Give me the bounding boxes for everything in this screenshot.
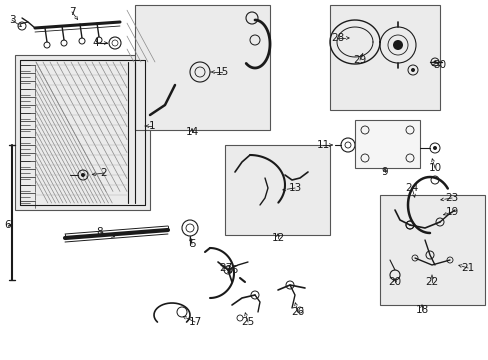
Text: 13: 13 [288,183,301,193]
Circle shape [432,146,436,150]
Text: 4: 4 [93,38,99,48]
Text: 20: 20 [387,277,401,287]
Text: 15: 15 [215,67,228,77]
Circle shape [410,68,414,72]
Bar [379,195,484,305]
Text: 29: 29 [353,55,366,65]
Text: 21: 21 [461,263,474,273]
Text: 24: 24 [405,183,418,193]
Text: 22: 22 [425,277,438,287]
Text: 10: 10 [427,163,441,173]
Text: 7: 7 [68,7,75,17]
Text: 5: 5 [188,239,195,249]
Text: 14: 14 [185,127,198,137]
Circle shape [392,40,402,50]
Text: 19: 19 [445,207,458,217]
Text: 16: 16 [225,265,238,275]
Bar [329,5,439,110]
Text: 6: 6 [5,220,11,230]
Text: 27: 27 [219,263,232,273]
Text: 11: 11 [316,140,329,150]
Text: 23: 23 [445,193,458,203]
Text: 1: 1 [148,121,155,131]
Bar [15,55,150,210]
Text: 28: 28 [331,33,344,43]
Text: 9: 9 [381,167,387,177]
Text: 26: 26 [291,307,304,317]
Bar [354,120,419,168]
Text: 18: 18 [414,305,428,315]
Bar [135,5,269,130]
Circle shape [433,60,436,63]
Circle shape [81,173,85,177]
Text: 25: 25 [241,317,254,327]
Text: 30: 30 [432,60,446,70]
Bar [224,145,329,235]
Text: 2: 2 [101,168,107,178]
Text: 8: 8 [97,227,103,237]
Text: 17: 17 [188,317,201,327]
Text: 12: 12 [271,233,284,243]
Text: 3: 3 [9,15,15,25]
